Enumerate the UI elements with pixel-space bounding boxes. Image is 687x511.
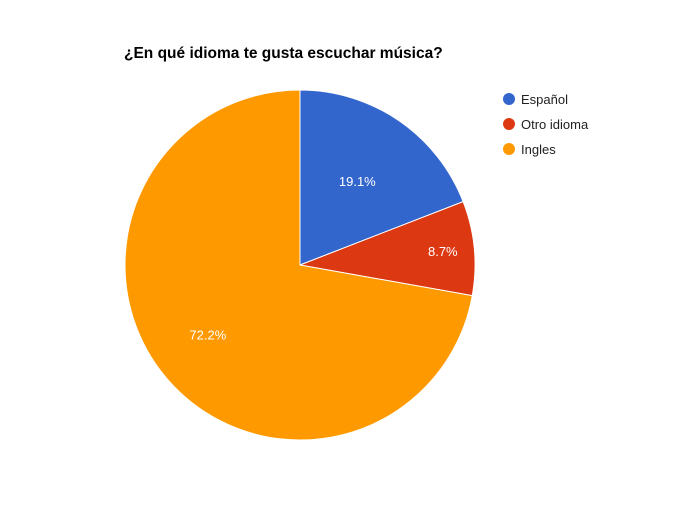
slice-label-ingles: 72.2%	[189, 328, 226, 343]
legend-swatch-otro-idioma	[503, 118, 515, 130]
legend-swatch-espanol	[503, 93, 515, 105]
pie-slice-otro-idioma[interactable]	[298, 200, 476, 297]
slice-label-otro-idioma: 8.7%	[428, 244, 458, 259]
legend-label-otro-idioma: Otro idioma	[521, 117, 589, 132]
legend-label-ingles: Ingles	[521, 142, 556, 157]
legend-item-ingles[interactable]: Ingles	[503, 142, 556, 157]
legend-label-espanol: Español	[521, 92, 568, 107]
legend-item-otro-idioma[interactable]: Otro idioma	[503, 117, 589, 132]
pie-slices	[124, 89, 476, 441]
legend-item-espanol[interactable]: Español	[503, 92, 568, 107]
pie-slice-ingles[interactable]	[124, 89, 473, 441]
chart-title: ¿En qué idioma te gusta escuchar música?	[124, 45, 443, 62]
pie-slice-labels: 19.1% 8.7% 72.2%	[189, 174, 458, 342]
pie-slice-espanol[interactable]	[299, 89, 464, 266]
slice-label-espanol: 19.1%	[339, 174, 376, 189]
legend: Español Otro idioma Ingles	[503, 92, 589, 157]
legend-swatch-ingles	[503, 143, 515, 155]
